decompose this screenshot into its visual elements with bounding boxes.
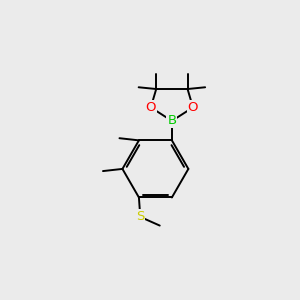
Text: S: S	[136, 210, 145, 224]
Text: B: B	[167, 114, 176, 128]
Text: O: O	[188, 101, 198, 114]
Text: O: O	[146, 101, 156, 114]
